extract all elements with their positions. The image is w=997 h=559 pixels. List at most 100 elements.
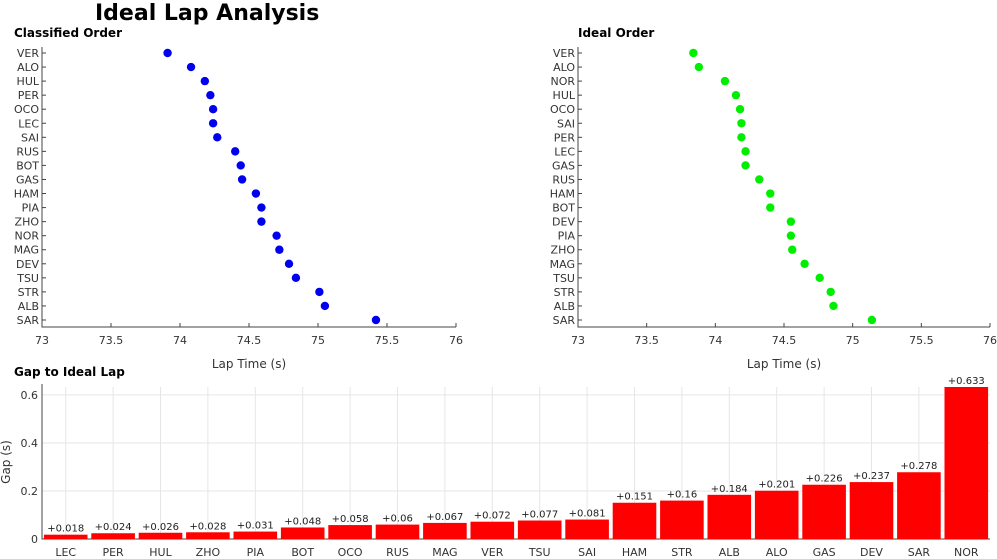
driver-tick-label: NOR [550, 75, 575, 88]
bar-data-label: +0.031 [237, 521, 274, 532]
scatter-point [208, 119, 218, 128]
driver-tick-label: ALO [17, 61, 39, 74]
bar-data-label: +0.058 [332, 514, 369, 525]
classified-order-title: Classified Order [14, 26, 122, 40]
x-tick-label: 75 [846, 334, 860, 347]
gap-bar [849, 482, 894, 539]
scatter-point [231, 147, 240, 156]
x-category-label: DEV [860, 546, 883, 559]
driver-tick-label: GAS [552, 159, 575, 172]
scatter-point [829, 301, 838, 311]
x-category-label: ALB [719, 546, 740, 559]
driver-tick-label: SAR [553, 314, 576, 327]
driver-tick-label: NOR [14, 230, 39, 243]
gap-panel: Gap to Ideal Lap 0 0.2 0.4 0.6 +0.018 +0.024… [0, 365, 990, 559]
driver-tick-label: VER [17, 47, 39, 60]
driver-tick-label: BOT [16, 159, 39, 172]
gap-bar [233, 531, 278, 539]
y-tick-label: 0.2 [21, 485, 39, 498]
driver-tick-label: BOT [552, 202, 575, 215]
bar-data-label: +0.06 [382, 514, 413, 525]
scatter-point [251, 189, 261, 198]
scatter-point [320, 301, 330, 311]
scatter-point [275, 245, 284, 254]
gap-bar [375, 524, 420, 539]
bar-data-label: +0.077 [521, 510, 558, 521]
x-category-label: MAG [432, 546, 457, 559]
bar-data-label: +0.201 [758, 480, 795, 491]
driver-tick-label: PER [554, 131, 576, 144]
bar-data-label: +0.184 [711, 484, 748, 495]
driver-tick-label: HUL [17, 75, 40, 88]
scatter-point [735, 105, 745, 114]
driver-tick-label: HUL [553, 89, 576, 102]
driver-tick-label: HAM [550, 188, 575, 201]
gap-bar [660, 500, 704, 539]
classified-order-panel: Classified Order VERALOHULPEROCOLECSAIRU… [14, 26, 463, 371]
gap-bar [612, 502, 657, 539]
driver-tick-label: ALB [554, 300, 575, 313]
driver-tick-label: STR [18, 286, 40, 299]
driver-tick-label: PIA [558, 230, 576, 243]
classified-order-x-label: Lap Time (s) [212, 357, 286, 371]
gap-bar [91, 533, 135, 539]
driver-tick-label: ALO [553, 61, 575, 74]
figure-title: Ideal Lap Analysis [95, 1, 319, 26]
gap-bar [328, 525, 372, 539]
ideal-order-title: Ideal Order [578, 26, 654, 40]
gap-bar [897, 472, 941, 539]
scatter-point [720, 76, 730, 86]
scatter-point [257, 217, 266, 226]
bar-data-label: +0.024 [95, 522, 132, 533]
x-category-label: SAI [578, 546, 596, 559]
gap-bar [186, 532, 230, 539]
bar-data-label: +0.081 [569, 509, 606, 520]
gap-axes [41, 384, 990, 540]
classified-order-axes [41, 47, 456, 328]
gap-bar [423, 522, 467, 539]
x-tick-label: 75 [311, 334, 325, 347]
scatter-point [786, 231, 796, 240]
scatter-point [788, 245, 797, 254]
scatter-point [284, 259, 294, 268]
driver-tick-label: ALB [18, 300, 39, 313]
scatter-point [737, 119, 746, 128]
bar-data-label: +0.278 [900, 461, 937, 472]
gap-grid [42, 387, 990, 540]
gap-x-ticks: LEC PER HUL ZHO PIA BOT OCO RUS MAG VER TSU SAI HAM S… [55, 546, 979, 559]
driver-tick-label: OCO [550, 103, 575, 116]
bar-data-label: +0.151 [616, 492, 653, 503]
driver-tick-label: SAR [17, 314, 40, 327]
scatter-point [689, 48, 698, 58]
driver-tick-label: TSU [552, 272, 575, 285]
bar-data-label: +0.16 [667, 490, 698, 501]
scatter-point [766, 203, 775, 212]
gap-bar [280, 527, 325, 539]
scatter-point [206, 90, 215, 100]
x-category-label: PIA [247, 546, 265, 559]
x-category-label: RUS [386, 546, 409, 559]
gap-y-ticks: 0 0.2 0.4 0.6 [21, 389, 39, 546]
scatter-point [786, 217, 796, 226]
scatter-point [291, 273, 301, 283]
gap-bar [754, 490, 799, 539]
gap-bar [707, 494, 752, 539]
x-category-label: STR [671, 546, 693, 559]
bar-data-label: +0.072 [474, 511, 511, 522]
scatter-point [200, 76, 210, 86]
ideal-order-panel: Ideal Order VERALONORHULOCOSAIPERLECGASR… [550, 26, 997, 371]
scatter-point [163, 48, 172, 58]
gap-bar [565, 519, 609, 539]
scatter-point [741, 161, 750, 170]
x-category-label: PER [102, 546, 124, 559]
classified-order-points [163, 48, 381, 325]
y-tick-label: 0 [31, 533, 38, 546]
driver-tick-label: RUS [552, 173, 575, 186]
x-category-label: NOR [954, 546, 979, 559]
scatter-point [315, 287, 324, 297]
scatter-point [236, 161, 245, 170]
scatter-point [737, 133, 746, 142]
scatter-point [815, 273, 824, 283]
driver-tick-label: TSU [16, 272, 39, 285]
